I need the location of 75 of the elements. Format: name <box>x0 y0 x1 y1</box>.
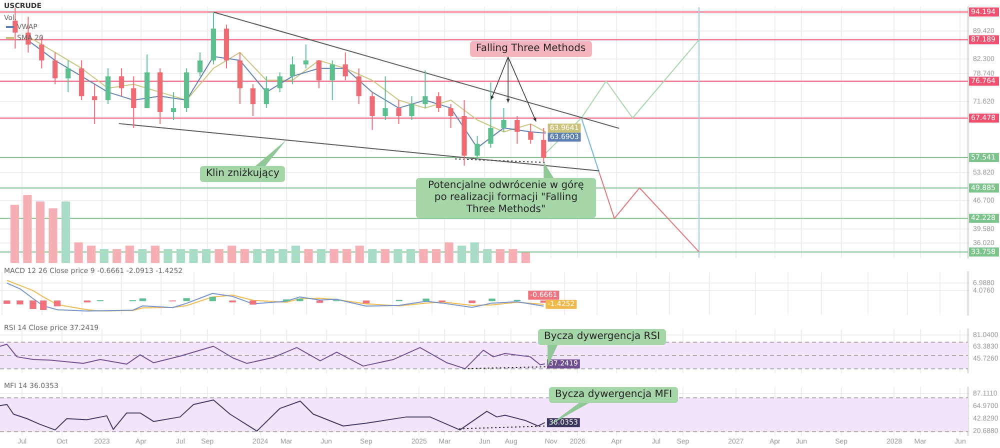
bar <box>150 246 160 263</box>
bar <box>36 201 45 263</box>
bar <box>74 242 83 263</box>
candlestick <box>131 76 136 128</box>
bar <box>496 249 504 263</box>
bar <box>87 246 96 263</box>
candlestick <box>382 76 388 120</box>
bar <box>228 246 236 263</box>
bar <box>521 252 530 263</box>
candlestick <box>277 72 282 93</box>
bar <box>23 195 32 263</box>
bar <box>10 204 19 263</box>
bar <box>189 249 198 263</box>
bar <box>304 249 313 263</box>
bar <box>444 242 454 263</box>
candlestick <box>528 123 534 144</box>
candlestick <box>422 70 428 109</box>
candlestick <box>290 56 295 85</box>
bar <box>458 246 466 263</box>
bar <box>138 249 147 263</box>
bar <box>419 249 428 263</box>
candlestick <box>356 68 362 105</box>
candlestick <box>250 84 256 117</box>
bar <box>368 249 377 263</box>
candlestick <box>197 52 203 77</box>
bar <box>48 208 58 263</box>
candlestick <box>330 60 335 101</box>
bar <box>240 249 249 263</box>
bar <box>291 246 300 263</box>
candlestick <box>118 68 124 97</box>
bar <box>406 249 416 263</box>
bar <box>266 249 274 263</box>
bar <box>316 249 326 263</box>
bar <box>470 242 479 263</box>
candlestick <box>171 92 176 120</box>
bar <box>164 249 172 263</box>
annotation: Falling Three Methods <box>470 41 592 57</box>
candlestick <box>316 60 322 89</box>
bar <box>394 249 402 263</box>
bar <box>100 249 108 263</box>
annotation: Bycza dywergencja RSI <box>538 329 666 345</box>
bar <box>508 249 518 263</box>
candlestick <box>105 68 111 105</box>
candlestick <box>436 92 442 113</box>
candlestick <box>541 127 546 162</box>
candlestick <box>501 108 506 132</box>
bar <box>342 249 352 263</box>
bar <box>483 249 492 263</box>
bar <box>380 249 390 263</box>
candlestick <box>52 52 58 85</box>
bar <box>432 249 441 263</box>
candlestick <box>66 60 71 93</box>
bar <box>176 249 186 263</box>
candlestick <box>474 135 480 160</box>
annotation: Bycza dywergencja MFI <box>549 387 678 403</box>
bar <box>125 246 134 263</box>
candlestick <box>396 100 402 124</box>
candlestick <box>303 44 308 69</box>
bar <box>61 201 70 263</box>
bar <box>253 249 262 263</box>
candlestick <box>92 84 98 124</box>
bar <box>112 249 122 263</box>
bar <box>202 249 211 263</box>
annotation: Potencjalne odwrócenie w górę po realizacji formacji "Falling Three Methods" <box>416 178 596 218</box>
bar <box>330 249 338 263</box>
bar <box>214 249 224 263</box>
bar <box>278 249 288 263</box>
candlestick <box>514 116 520 144</box>
candlestick <box>448 104 454 128</box>
candlestick <box>342 52 348 81</box>
candlestick <box>370 92 375 130</box>
annotation: Klin zniżkujący <box>200 166 286 182</box>
candlestick <box>409 96 414 120</box>
bar <box>355 246 364 263</box>
candlestick <box>264 76 269 109</box>
